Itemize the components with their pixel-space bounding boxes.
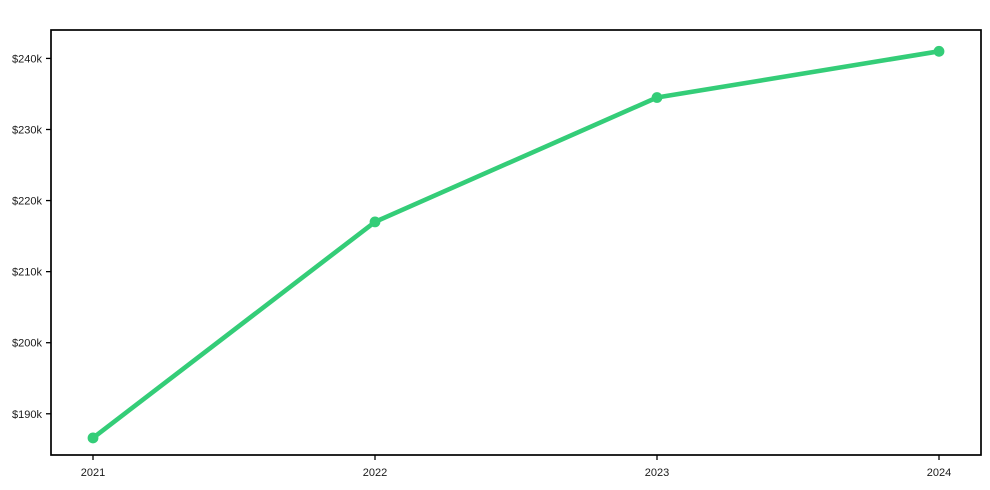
- plot-border: [50, 29, 982, 456]
- y-tick-label: $230k: [12, 124, 42, 136]
- data-point-marker: [369, 216, 381, 228]
- data-point-marker: [651, 92, 663, 103]
- y-tick-label: $240k: [12, 53, 42, 65]
- x-tick-label: 2023: [645, 467, 669, 479]
- y-tick-label: $200k: [12, 338, 42, 350]
- x-tick-label: 2024: [927, 467, 951, 479]
- x-tick-label: 2022: [363, 467, 387, 479]
- data-point-marker: [87, 432, 99, 444]
- y-tick-label: $210k: [12, 267, 42, 279]
- x-tick-label: 2021: [81, 467, 105, 479]
- data-point-marker: [933, 45, 945, 57]
- y-tick-label: $220k: [12, 196, 42, 208]
- trend-line: [90, 49, 942, 441]
- y-tick-label: $190k: [12, 409, 42, 421]
